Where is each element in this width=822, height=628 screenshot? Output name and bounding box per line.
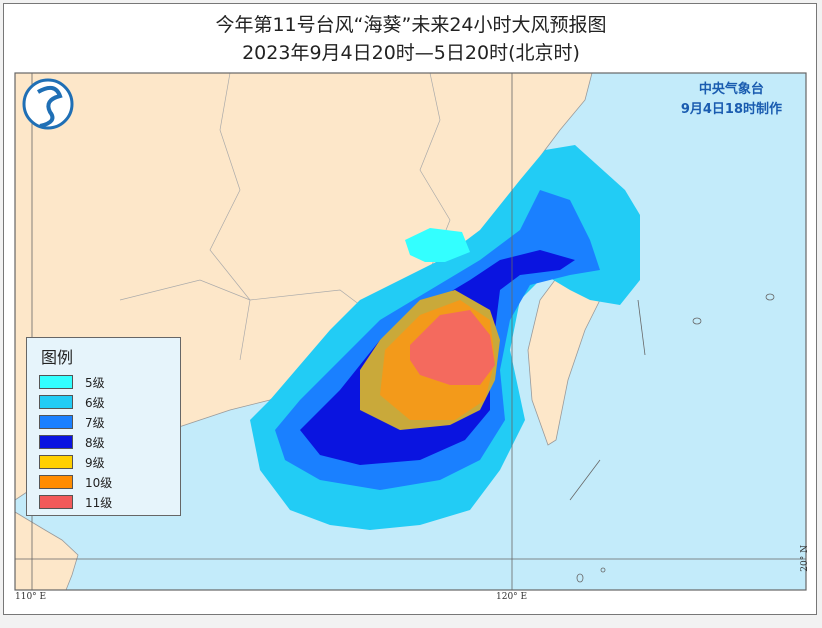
- legend-swatch: [39, 455, 73, 469]
- legend-label: 8级: [85, 435, 105, 450]
- legend-item: 7级: [39, 412, 180, 432]
- legend-swatch: [39, 495, 73, 509]
- legend-swatch: [39, 435, 73, 449]
- legend-label: 10级: [85, 475, 113, 490]
- wind-zone-5: [405, 228, 470, 262]
- map-title: 今年第11号台风“海葵”未来24小时大风预报图: [215, 14, 607, 36]
- legend-item: 10级: [39, 472, 180, 492]
- legend-title: 图例: [41, 348, 74, 367]
- leizhou-land: [15, 511, 79, 590]
- lon-label-110: 110° E: [15, 592, 47, 602]
- legend-swatch: [39, 475, 73, 489]
- agency-name: 中央气象台: [698, 82, 764, 97]
- legend-swatch: [39, 395, 73, 409]
- legend-label: 5级: [85, 375, 105, 390]
- legend-label: 7级: [85, 415, 105, 430]
- wind-zone-11: [410, 310, 495, 385]
- islands: [569, 293, 775, 583]
- map-border: [14, 72, 807, 591]
- legend-item: 8级: [39, 432, 180, 452]
- legend-item: 6级: [39, 392, 180, 412]
- legend: 图例 5级 6级 7级 8级 9级 10级 11级: [26, 337, 181, 516]
- legend-item: 9级: [39, 452, 180, 472]
- cma-logo: [22, 78, 74, 130]
- lon-label-120: 120° E: [496, 592, 528, 602]
- lat-label-20: 20° N: [800, 545, 810, 572]
- legend-item: 11级: [39, 492, 180, 512]
- legend-swatch: [39, 375, 73, 389]
- legend-item: 5级: [39, 372, 180, 392]
- legend-swatch: [39, 415, 73, 429]
- map-subtitle: 2023年9月4日20时—5日20时(北京时): [242, 42, 580, 64]
- issue-time: 9月4日18时制作: [680, 102, 782, 117]
- agency-label: 中央气象台 9月4日18时制作: [681, 80, 782, 120]
- legend-label: 9级: [85, 455, 105, 470]
- legend-label: 6级: [85, 395, 105, 410]
- legend-label: 11级: [85, 495, 113, 510]
